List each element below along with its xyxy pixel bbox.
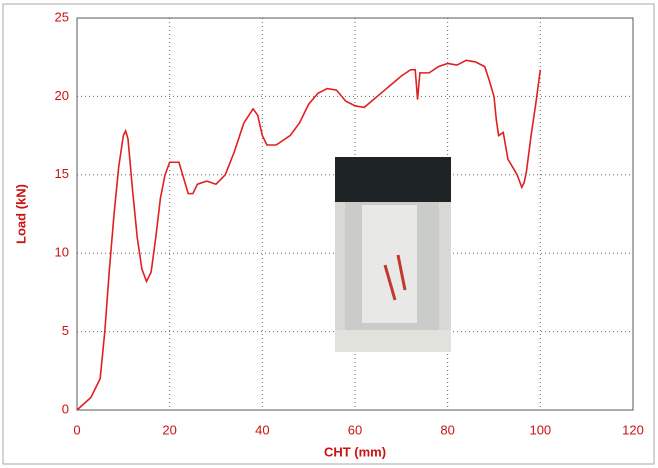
x-tick-label: 80 [440,422,454,437]
y-tick-label: 20 [55,88,69,103]
y-axis-title: Load (kN) [13,184,28,244]
x-axis-title: CHT (mm) [324,444,386,459]
data-line [76,59,542,411]
x-tick-label: 100 [529,422,551,437]
x-tick-label: 120 [622,422,644,437]
x-tick-label: 0 [73,422,80,437]
x-tick-label: 60 [348,422,362,437]
y-tick-label: 10 [55,245,69,260]
y-tick-label: 25 [55,9,69,24]
inset-photo [335,157,451,352]
y-tick-label: 0 [62,401,69,416]
x-tick-label: 40 [255,422,269,437]
y-tick-label: 15 [55,166,69,181]
x-tick-label: 20 [162,422,176,437]
frame [2,3,655,465]
y-tick-label: 5 [62,323,69,338]
